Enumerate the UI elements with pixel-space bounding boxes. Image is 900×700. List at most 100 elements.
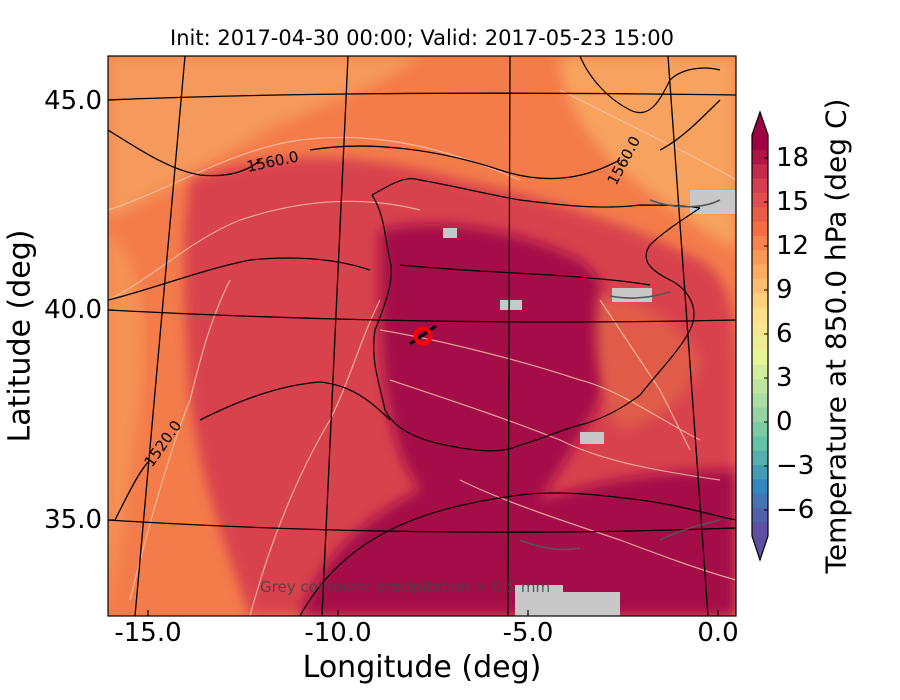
isotherm-line: [459, 479, 736, 581]
longitude-line-5: [507, 56, 511, 616]
colorbar-tick-label: 15: [776, 187, 810, 217]
y-tick-label: 40.0: [44, 295, 102, 325]
colorbar-segment: [752, 349, 768, 365]
isotherm-line: [108, 200, 421, 301]
colorbar-segment: [752, 149, 768, 165]
coast-north-africa: [299, 492, 736, 616]
colorbar-segment: [752, 292, 768, 308]
colorbar-tick-label: 12: [776, 231, 810, 261]
coast-west-iberia: [371, 194, 446, 446]
colorbar-tick-label: 9: [776, 275, 793, 305]
east-coast-band: [596, 290, 700, 430]
geopotential-contours: [108, 99, 721, 521]
colorbar-outline: [751, 110, 769, 562]
geopotential-line: [108, 129, 261, 177]
colorbar-segment: [752, 220, 768, 236]
isotherm-line: [249, 299, 381, 616]
colorbar-segment: [752, 235, 768, 251]
geopotential-line: [114, 459, 151, 521]
latitude-line-35: [108, 519, 736, 533]
isotherm-line: [559, 89, 736, 181]
colorbar-segment: [752, 507, 768, 523]
longitude-line-15: [134, 56, 186, 616]
precip-patch: [560, 592, 620, 616]
colorbar-segment: [752, 135, 768, 150]
colorbar-segment: [752, 464, 768, 480]
isotherm-line: [389, 379, 721, 481]
precip-contour: [519, 539, 581, 551]
isotherm-line: [379, 329, 701, 441]
colorbar-segment: [752, 407, 768, 423]
tick-marks: [108, 99, 719, 616]
y-tick-label: 45.0: [44, 86, 102, 116]
colorbar-segment: [752, 306, 768, 322]
colorbar-tick-label: 3: [776, 363, 793, 393]
colorbar-segment: [752, 450, 768, 465]
colorbar-label: Temperature at 850.0 hPa (deg C): [819, 98, 853, 574]
footnote: Grey contours: precipitation > 0.5 mm: [260, 578, 551, 596]
axes-frame: [107, 55, 737, 617]
y-tick-label: 35.0: [44, 505, 102, 535]
precip-contour: [609, 291, 671, 299]
geopotential-line: [659, 99, 721, 151]
latitude-line-45: [108, 92, 736, 101]
colorbar-segment: [752, 478, 768, 494]
colorbar-tick-label: 18: [776, 143, 810, 173]
geopotential-line: [309, 145, 621, 180]
geopotential-line: [108, 257, 371, 301]
marker-wind-barb: [409, 324, 437, 346]
coast-north-spain: [371, 178, 701, 209]
isotherm-line: [129, 279, 231, 601]
colorbar-segment: [752, 177, 768, 193]
colorbar-segment: [752, 321, 768, 337]
longitude-line-0: [667, 56, 709, 616]
precip-contour: [649, 199, 721, 208]
colorbar-segment: [752, 278, 768, 294]
colorbar-segment: [752, 364, 768, 380]
precipitation-patches: [443, 190, 736, 616]
hottest-region: [300, 224, 736, 616]
colorbar-segment: [752, 392, 768, 408]
colorbar-max-arrow: [752, 112, 768, 135]
x-axis-label: Longitude (deg): [302, 650, 542, 685]
colorbar-tick-label: 0: [776, 407, 793, 437]
latitude-line-40: [108, 309, 736, 323]
precip-patch: [580, 432, 604, 444]
colorbar-min-arrow: [752, 536, 768, 560]
colorbar-segment: [752, 192, 768, 208]
colorbar-segment: [752, 263, 768, 279]
map-area: [108, 56, 736, 616]
colorbar-segments: [752, 135, 768, 537]
isotherm-line: [108, 136, 521, 211]
colorbar-tick-marks: [764, 157, 768, 511]
colorbar-segment: [752, 493, 768, 508]
x-tick-label: -5.0: [502, 618, 554, 648]
y-axis-label: Latitude (deg): [2, 229, 38, 443]
cool-region-w: [108, 230, 144, 616]
colorbar-segment: [752, 206, 768, 222]
colorbar: [751, 110, 769, 562]
x-tick-label: 0.0: [697, 618, 739, 648]
coast-east-spain: [444, 207, 701, 452]
colorbar-tick-label: −6: [776, 495, 815, 525]
site-marker: [409, 324, 437, 346]
border-line: [399, 264, 651, 286]
colorbar-tick-label: −3: [776, 451, 815, 481]
colorbar-segment: [752, 163, 768, 179]
x-tick-label: -10.0: [304, 618, 372, 648]
isotherm-contours: [108, 89, 736, 616]
geopotential-line: [199, 381, 391, 421]
coastlines: [299, 56, 736, 616]
coast-france: [579, 56, 721, 114]
colorbar-segment: [752, 521, 768, 537]
colorbar-segment: [752, 435, 768, 451]
precip-patch: [515, 585, 563, 616]
isotherm-line: [599, 299, 691, 451]
colorbar-segment: [752, 378, 768, 394]
marker-circle: [413, 326, 433, 346]
precip-patch: [443, 228, 457, 238]
x-tick-label: -15.0: [114, 618, 182, 648]
chart-title: Init: 2017-04-30 00:00; Valid: 2017-05-2…: [170, 26, 674, 50]
colorbar-segment: [752, 249, 768, 265]
